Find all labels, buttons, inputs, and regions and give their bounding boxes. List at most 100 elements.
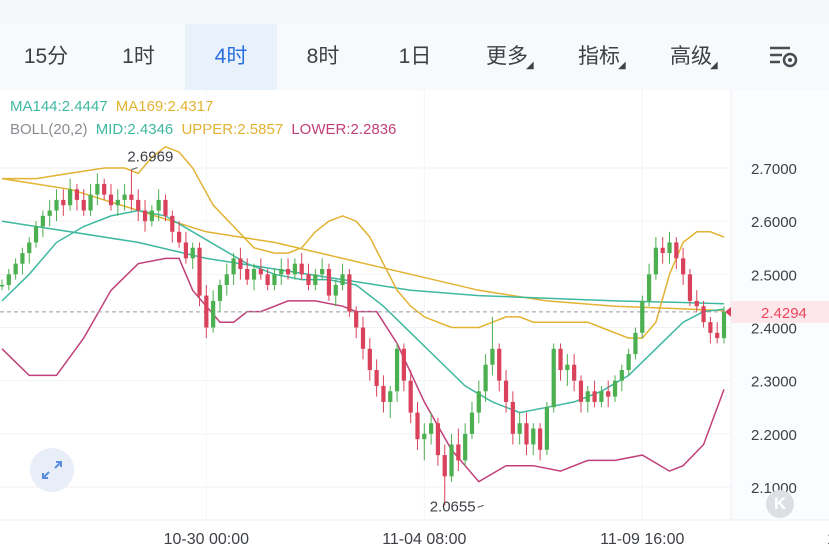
candlestick-chart[interactable]: 2.70002.60002.50002.40002.30002.20002.10… [0, 90, 829, 554]
candle-body [176, 231, 182, 243]
candle-body [531, 428, 536, 445]
candle-body [272, 274, 277, 285]
y-tick-label: 2.4000 [751, 321, 797, 338]
candle-body [463, 433, 468, 461]
annotation-pointer [477, 504, 484, 508]
candle-body [340, 274, 345, 285]
x-tick-label: 11-04 08:00 [382, 531, 466, 548]
candle-body [660, 247, 665, 254]
legend-boll-mid: MID:2.4346 [95, 121, 174, 138]
candle-body [306, 274, 311, 285]
candle-body [592, 391, 597, 402]
tab-8h[interactable]: 8时 [306, 45, 340, 68]
tab-more-label: 更多 [486, 45, 528, 68]
candle-body [517, 423, 522, 434]
candle-body [326, 269, 332, 296]
candle-body [204, 295, 209, 328]
candle-body [13, 263, 18, 275]
candle-body [142, 210, 148, 222]
more-dropdown-icon: ◢ [526, 60, 534, 71]
candle-body [408, 380, 413, 413]
candle-body [544, 407, 550, 450]
candle-body [646, 274, 652, 301]
candle-body [578, 380, 584, 402]
candle-body [565, 364, 570, 371]
x-tick-label: 11-15 00: [827, 531, 829, 548]
candle-body [136, 199, 141, 211]
candle-body [429, 423, 434, 434]
candle-body [217, 284, 223, 301]
candle-body [606, 391, 611, 397]
candle-body [490, 348, 495, 365]
current-price-arrow [725, 306, 731, 317]
candle-body [74, 189, 80, 200]
candle-body [183, 242, 189, 259]
candle-body [170, 215, 175, 232]
candle-body [320, 269, 325, 275]
candle-body [653, 247, 658, 275]
expand-button[interactable] [30, 448, 74, 492]
candle-body [251, 269, 257, 280]
candle-body [715, 332, 720, 339]
y-tick-label: 2.5000 [751, 267, 797, 284]
candle-body [211, 300, 216, 328]
candle-body [224, 274, 229, 285]
tab-1d[interactable]: 1日 [398, 45, 432, 68]
candle-body [381, 385, 386, 402]
candle-body [95, 183, 100, 195]
candle-body [694, 300, 699, 307]
candle-body [0, 284, 5, 287]
tab-advanced[interactable]: 高级 [645, 24, 737, 90]
boll-legend: BOLL(20,2) MID:2.4346 UPPER:2.5857 LOWER… [10, 121, 400, 138]
tab-1h[interactable]: 1时 [122, 45, 155, 68]
candle-body [619, 370, 624, 381]
candle-body [279, 269, 284, 275]
candle-body [88, 194, 93, 211]
candle-body [572, 364, 577, 381]
k-button[interactable]: K [766, 490, 794, 518]
timeframe-tabs: 15分 1时 4时 8时 1日 更多 ◢ 指标 ◢ 高级 ◢ [0, 24, 829, 90]
candle-body [721, 311, 727, 339]
tab-4h[interactable]: 4时 [185, 24, 277, 90]
current-price-label: 2.4294 [761, 305, 807, 322]
boll-lower-line [1, 257, 725, 483]
candle-body [456, 444, 461, 461]
candle-body [401, 348, 406, 381]
candle-body [265, 274, 270, 285]
candle-body [313, 274, 318, 285]
candle-body [68, 189, 73, 206]
candle-body [129, 194, 134, 200]
tab-more[interactable]: 更多 [461, 24, 553, 90]
candle-body [367, 348, 372, 371]
expand-arrows-icon [42, 461, 62, 479]
candle-body [503, 380, 509, 402]
candle-body [292, 263, 297, 275]
candle-body [149, 210, 154, 222]
candle-body [354, 311, 359, 328]
candle-body [585, 391, 590, 402]
tab-15min[interactable]: 15分 [23, 45, 69, 68]
tab-indicators[interactable]: 指标 [553, 24, 645, 90]
ma-legend: MA144:2.4447 MA169:2.4317 [10, 98, 217, 115]
chart-settings-button[interactable] [766, 24, 806, 90]
candle-body [708, 322, 713, 333]
candle-body [238, 258, 243, 270]
candle-body [476, 391, 481, 413]
candle-body [333, 284, 338, 296]
candle-body [388, 391, 393, 402]
candle-body [115, 199, 120, 206]
candle-body [122, 194, 127, 200]
candle-body [285, 269, 291, 275]
tab-advanced-label: 高级 [670, 45, 712, 68]
candle-body [299, 263, 304, 275]
y-tick-label: 2.6000 [751, 214, 797, 231]
candle-body [497, 348, 502, 381]
legend-ma169: MA169:2.4317 [115, 98, 214, 115]
candle-body [633, 332, 638, 355]
tab-indicators-label: 指标 [578, 45, 620, 68]
candle-body [347, 274, 352, 312]
candle-body [599, 391, 604, 402]
candle-body [20, 253, 25, 264]
legend-boll: BOLL(20,2) [10, 121, 88, 138]
indicators-dropdown-icon: ◢ [618, 60, 626, 71]
